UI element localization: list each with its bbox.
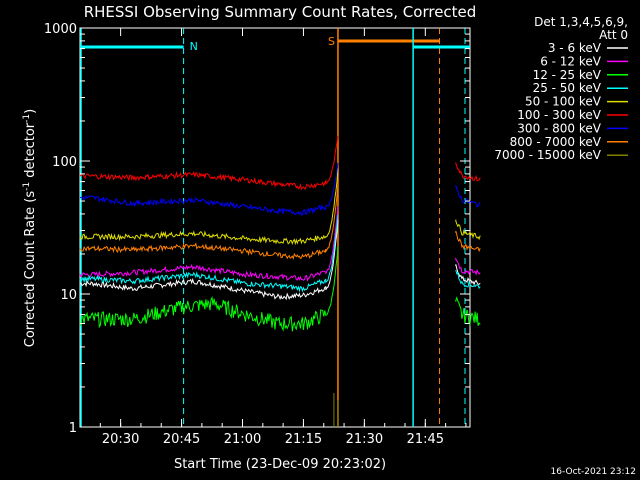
legend-entry-label: 3 - 6 keV <box>548 41 602 55</box>
series-line <box>79 246 339 332</box>
legend-entry-label: 7000 - 15000 keV <box>494 148 601 162</box>
legend-entry-label: 12 - 25 keV <box>533 68 602 82</box>
legend-header-line1: Det 1,3,4,5,6,9, <box>534 15 628 29</box>
series-line <box>79 214 339 293</box>
series-line <box>455 219 481 241</box>
legend-entry-label: 800 - 7000 keV <box>510 135 602 149</box>
axes: 20:30 20:45 21:00 21:15 21:30 21:45 1 10 100 1000 <box>44 22 470 447</box>
series-line <box>79 162 339 216</box>
y-tick-label: 100 <box>52 155 77 170</box>
series-line <box>455 162 481 182</box>
series-line <box>79 219 339 301</box>
x-tick-label: 20:30 <box>102 432 139 447</box>
legend-header-line2: Att 0 <box>599 28 628 42</box>
series-line <box>455 257 481 276</box>
y-axis-label: Corrected Count Rate (s-1 detector-1) <box>22 109 38 347</box>
plot-frame <box>79 27 471 428</box>
x-axis-label: Start Time (23-Dec-09 20:23:02) <box>174 457 386 472</box>
series-line <box>79 135 339 191</box>
y-tick-label: 10 <box>60 288 77 303</box>
plot-area <box>79 27 471 428</box>
night-label: N <box>190 40 198 53</box>
x-tick-label: 20:45 <box>163 432 200 447</box>
saa-label: S <box>328 35 335 48</box>
y-tick-label: 1000 <box>44 22 77 37</box>
y-tick-label: 1 <box>69 421 77 436</box>
x-tick-label: 21:15 <box>285 432 322 447</box>
series-line <box>333 393 339 427</box>
legend-entry-label: 300 - 800 keV <box>517 121 601 135</box>
series-line <box>79 206 339 282</box>
legend-entry-label: 100 - 300 keV <box>517 108 601 122</box>
legend-entry-label: 6 - 12 keV <box>540 54 602 68</box>
x-tick-label: 21:45 <box>407 432 444 447</box>
series-line <box>455 264 481 286</box>
series-line <box>455 296 481 327</box>
y-axis-label-main: Corrected Count Rate (s <box>23 191 38 348</box>
series-line <box>79 184 339 260</box>
y-axis-label-sup1: -1 <box>22 182 32 191</box>
y-axis-label-end: ) <box>23 109 38 114</box>
series-line <box>79 168 339 246</box>
y-axis-label-mid: detector <box>23 122 38 182</box>
x-tick-label: 21:00 <box>224 432 261 447</box>
legend-entry-label: 25 - 50 keV <box>533 81 602 95</box>
chart-title: RHESSI Observing Summary Count Rates, Co… <box>84 3 477 21</box>
y-axis-label-sup2: -1 <box>22 114 32 123</box>
timestamp: 16-Oct-2021 23:12 <box>551 467 636 477</box>
legend-entry-label: 50 - 100 keV <box>525 95 602 109</box>
series-line <box>455 270 481 289</box>
series-line <box>455 230 481 253</box>
x-tick-label: 21:30 <box>346 432 383 447</box>
series-group <box>79 135 481 427</box>
